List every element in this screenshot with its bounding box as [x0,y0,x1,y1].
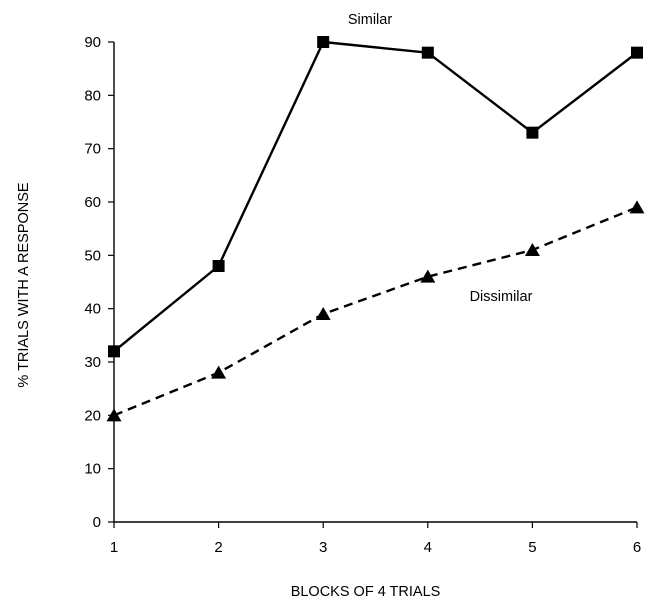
dissimilar-point [315,307,331,320]
y-axis-title: % TRIALS WITH A RESPONSE [16,182,32,388]
y-axis-ticks: 0 10 20 30 40 50 60 70 80 90 [84,34,114,531]
series-lines [113,40,638,417]
y-tick-label: 50 [84,247,101,264]
x-axis-title: BLOCKS OF 4 TRIALS [291,584,441,600]
y-tick-label: 20 [84,407,101,424]
similar-point [421,46,434,59]
axes [113,42,637,523]
y-tick-label: 70 [84,141,101,158]
series-labels: Similar Dissimilar [348,12,533,305]
x-tick-label: 2 [214,539,222,556]
y-tick-label: 0 [93,514,101,531]
similar-point [108,345,120,358]
x-tick-label: 1 [110,539,118,556]
dissimilar-point [629,200,645,214]
x-tick-label: 5 [528,539,536,556]
y-tick-label: 80 [84,87,101,104]
x-axis-ticks: 1 2 3 4 5 6 [110,522,641,556]
dissimilar-point [420,269,436,283]
y-tick-label: 30 [84,354,101,371]
x-tick-label: 3 [319,539,327,556]
series-markers [106,36,645,422]
dissimilar-point [106,408,122,422]
dissimilar-series-line [113,206,638,417]
similar-series-label: Similar [348,12,392,28]
y-tick-label: 40 [84,301,101,318]
similar-point [317,36,330,48]
similar-point [212,260,225,272]
x-tick-label: 6 [633,539,641,556]
dissimilar-point [211,365,227,379]
similar-point [631,46,643,59]
y-tick-label: 10 [84,461,101,478]
similar-point [526,126,539,139]
y-tick-label: 60 [84,194,101,211]
similar-series-line [113,40,638,353]
dissimilar-point [524,243,540,256]
dissimilar-series-label: Dissimilar [470,289,533,305]
x-tick-label: 4 [424,539,432,556]
y-tick-label: 90 [84,34,101,51]
